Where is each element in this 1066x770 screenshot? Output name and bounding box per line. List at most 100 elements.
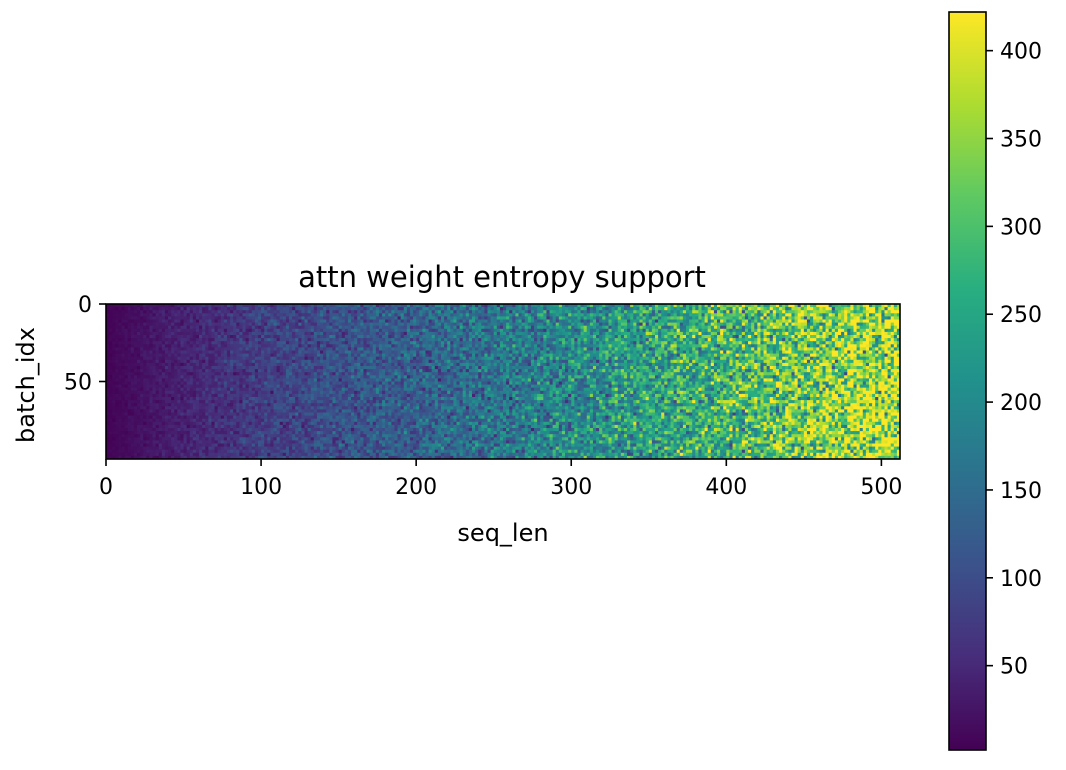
heatmap-cell: [772, 344, 777, 348]
heatmap-cell: [810, 331, 814, 336]
heatmap-cell: [366, 316, 371, 320]
heatmap-cell: [124, 356, 129, 361]
heatmap-cell: [720, 350, 724, 355]
heatmap-cell: [422, 331, 426, 336]
heatmap-cell: [565, 325, 569, 330]
heatmap-cell: [596, 331, 600, 336]
heatmap-cell: [868, 350, 873, 355]
heatmap-cell: [862, 359, 867, 364]
heatmap-cell: [685, 338, 690, 342]
heatmap-cell: [230, 310, 234, 314]
heatmap-cell: [236, 341, 240, 345]
heatmap-cell: [155, 338, 160, 342]
heatmap-cell: [195, 304, 200, 308]
heatmap-cell: [806, 341, 811, 345]
heatmap-cell: [893, 347, 898, 351]
heatmap-cell: [199, 322, 203, 327]
heatmap-cell: [316, 319, 321, 324]
heatmap-cell: [583, 322, 588, 327]
heatmap-cell: [155, 304, 160, 308]
heatmap-cell: [710, 322, 715, 327]
heatmap-cell: [797, 331, 802, 336]
heatmap-cell: [754, 353, 758, 358]
heatmap-cell: [183, 322, 188, 327]
heatmap-cell: [388, 322, 392, 327]
heatmap-cell: [199, 344, 203, 348]
heatmap-cell: [896, 328, 901, 333]
heatmap-cell: [713, 322, 718, 327]
heatmap-cell: [341, 338, 346, 342]
heatmap-cell: [608, 347, 613, 351]
heatmap-cell: [571, 347, 575, 351]
heatmap-cell: [561, 325, 566, 330]
heatmap-cell: [710, 353, 715, 358]
heatmap-cell: [527, 304, 532, 308]
heatmap-cell: [701, 331, 706, 336]
heatmap-cell: [847, 328, 851, 333]
heatmap-cell: [226, 304, 231, 308]
heatmap-cell: [537, 347, 541, 351]
heatmap-cell: [230, 335, 234, 339]
heatmap-cell: [214, 362, 219, 367]
heatmap-cell: [779, 338, 783, 342]
heatmap-cell: [760, 350, 765, 355]
heatmap-cell: [723, 310, 727, 314]
heatmap-cell: [292, 310, 296, 314]
heatmap-cell: [245, 310, 250, 314]
heatmap-cell: [546, 350, 551, 355]
heatmap-cell: [676, 307, 681, 311]
heatmap-cell: [360, 362, 364, 367]
heatmap-cell: [413, 313, 417, 317]
heatmap-cell: [651, 335, 656, 339]
heatmap-cell: [772, 350, 777, 355]
heatmap-cell: [555, 313, 560, 317]
heatmap-cell: [406, 356, 411, 361]
heatmap-cell: [788, 335, 792, 339]
heatmap-cell: [174, 344, 178, 348]
heatmap-cell: [875, 347, 879, 351]
heatmap-cell: [459, 335, 464, 339]
heatmap-cell: [639, 356, 644, 361]
heatmap-cell: [806, 319, 811, 324]
heatmap-cell: [555, 338, 560, 342]
heatmap-cell: [800, 316, 805, 320]
heatmap-cell: [164, 325, 169, 330]
heatmap-cell: [143, 328, 147, 333]
heatmap-cell: [146, 307, 150, 311]
heatmap-cell: [754, 335, 758, 339]
heatmap-cell: [782, 347, 786, 351]
heatmap-cell: [797, 347, 802, 351]
heatmap-cell: [217, 341, 222, 345]
heatmap-cell: [152, 335, 157, 339]
heatmap-cell: [199, 331, 203, 336]
heatmap-cell: [397, 310, 402, 314]
heatmap-cell: [245, 362, 250, 367]
heatmap-cell: [596, 344, 600, 348]
heatmap-cell: [648, 347, 653, 351]
heatmap-cell: [354, 319, 358, 324]
heatmap-cell: [695, 356, 699, 361]
heatmap-cell: [382, 313, 386, 317]
heatmap-cell: [406, 331, 411, 336]
heatmap-cell: [422, 362, 426, 367]
heatmap-cell: [360, 338, 364, 342]
heatmap-cell: [208, 335, 212, 339]
heatmap-cell: [329, 338, 333, 342]
heatmap-cell: [164, 356, 169, 361]
heatmap-cell: [354, 313, 358, 317]
heatmap-cell: [766, 356, 771, 361]
heatmap-cell: [772, 319, 777, 324]
heatmap-cell: [332, 362, 337, 367]
heatmap-cell: [859, 350, 864, 355]
heatmap-cell: [419, 335, 423, 339]
heatmap-cell: [298, 362, 302, 367]
heatmap-cell: [223, 325, 228, 330]
heatmap-cell: [177, 325, 181, 330]
heatmap-cell: [347, 359, 352, 364]
heatmap-cell: [515, 313, 520, 317]
heatmap-cell: [546, 313, 551, 317]
heatmap-cell: [794, 328, 799, 333]
heatmap-cell: [602, 335, 606, 339]
heatmap-cell: [369, 344, 374, 348]
heatmap-cell: [769, 344, 774, 348]
